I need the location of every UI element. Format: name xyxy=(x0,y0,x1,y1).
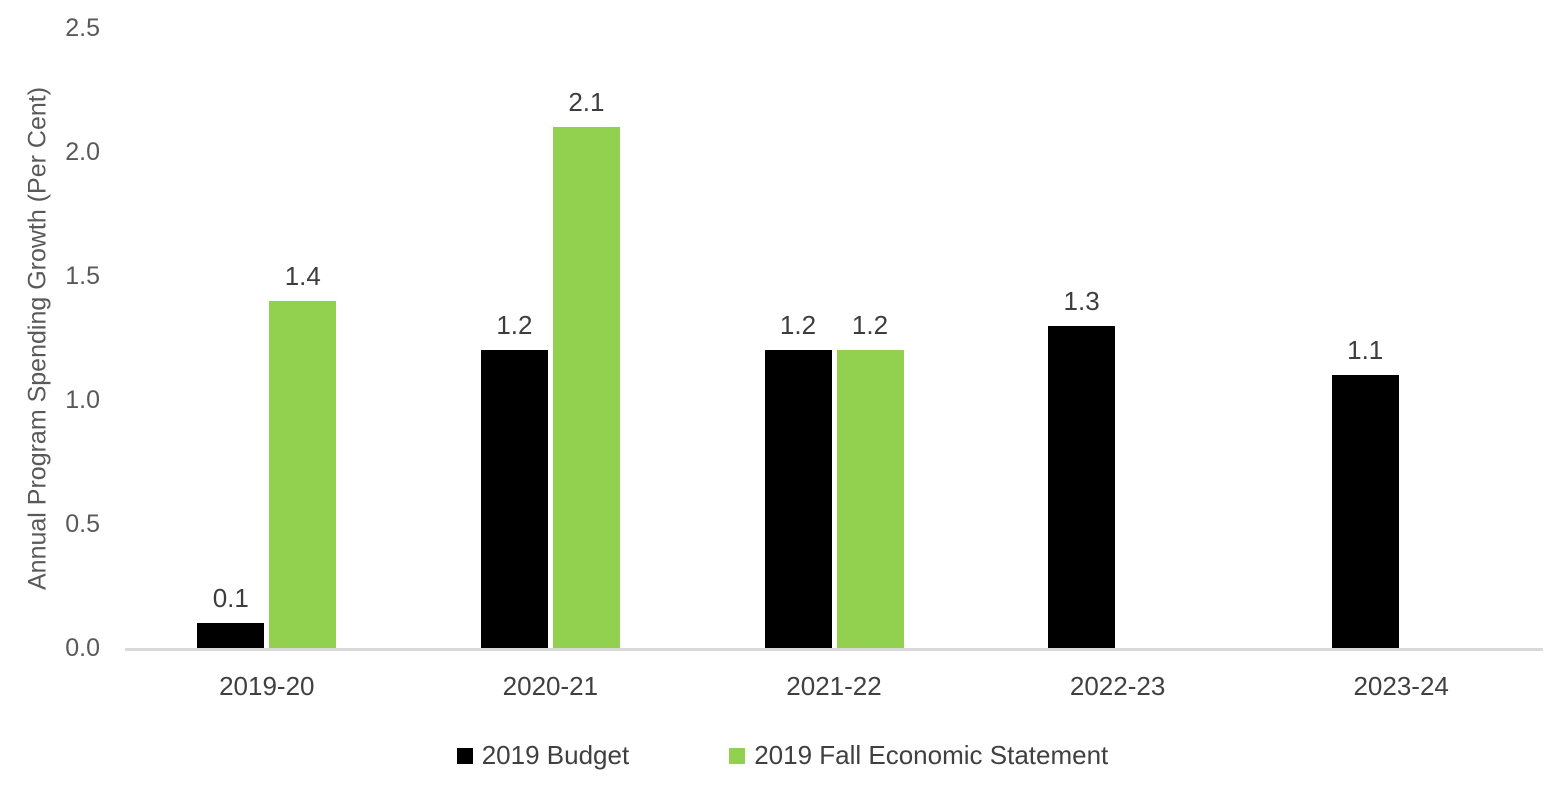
bar-value-label: 2.1 xyxy=(568,87,605,118)
legend-swatch-2019-budget xyxy=(456,747,473,764)
y-tick-label: 2.5 xyxy=(65,14,100,42)
bar-2019-budget-2021-22 xyxy=(764,350,832,648)
bar-2019-budget-2020-21 xyxy=(480,350,548,648)
category-label: 2023-24 xyxy=(1353,671,1449,701)
bar-value-label: 1.4 xyxy=(284,260,321,291)
bar-value-label: 1.3 xyxy=(1063,285,1100,316)
bar-value-label: 1.2 xyxy=(851,310,889,341)
bar-2019-fall-economic-statement-2021-22 xyxy=(836,350,904,648)
bar-value-label: 0.1 xyxy=(212,583,249,614)
category-label: 2021-22 xyxy=(786,671,882,701)
legend: 2019 Budget 2019 Fall Economic Statement xyxy=(0,740,1565,771)
legend-label: 2019 Budget xyxy=(481,740,630,770)
y-tick-label: 0.0 xyxy=(65,634,100,662)
bar-2019-budget-2019-20 xyxy=(197,623,265,648)
bar-2019-fall-economic-statement-2019-20 xyxy=(269,300,337,648)
x-axis-line xyxy=(125,648,1543,651)
bar-2019-fall-economic-statement-2020-21 xyxy=(552,127,620,648)
bar-2019-budget-2023-24 xyxy=(1331,375,1399,648)
legend-item-2019-budget: 2019 Budget xyxy=(456,740,630,771)
y-tick-label: 0.5 xyxy=(65,510,100,538)
bar-2019-budget-2022-23 xyxy=(1048,325,1116,648)
legend-label: 2019 Fall Economic Statement xyxy=(754,740,1109,770)
category-label: 2019-20 xyxy=(219,671,315,701)
legend-swatch-2019-fall-economic-statement xyxy=(729,747,746,764)
y-tick-label: 2.0 xyxy=(65,138,100,166)
bar-value-label: 1.1 xyxy=(1347,335,1384,366)
y-tick-label: 1.5 xyxy=(65,262,100,290)
y-tick-label: 1.0 xyxy=(65,386,100,414)
category-label: 2022-23 xyxy=(1069,671,1166,701)
bar-value-label: 1.2 xyxy=(496,310,533,341)
bar-value-label: 1.2 xyxy=(779,310,817,341)
legend-item-2019-fall-economic-statement: 2019 Fall Economic Statement xyxy=(729,740,1108,771)
y-axis-title: Annual Program Spending Growth (Per Cent… xyxy=(23,86,52,590)
category-label: 2020-21 xyxy=(502,671,599,701)
